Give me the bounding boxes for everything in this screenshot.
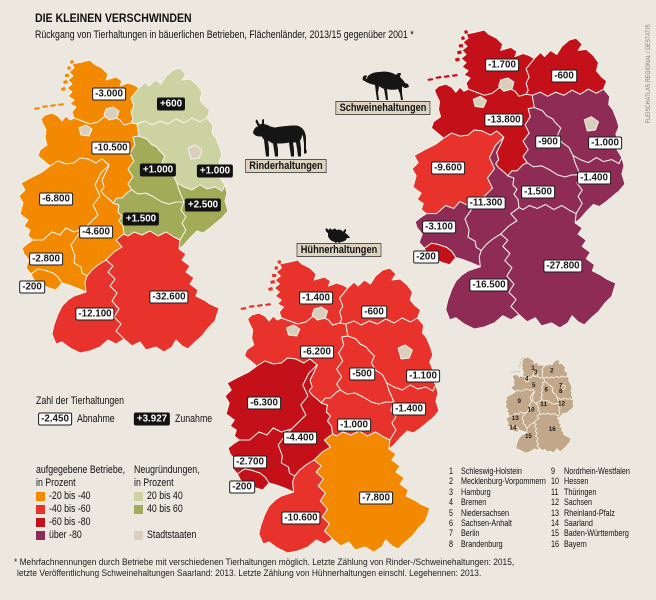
svg-text:14: 14	[509, 425, 516, 432]
svg-text:2: 2	[550, 368, 554, 375]
svg-text:16: 16	[549, 426, 556, 433]
svg-text:15: 15	[525, 433, 532, 440]
svg-text:7: 7	[559, 382, 563, 389]
svg-text:5: 5	[532, 382, 536, 389]
svg-text:3: 3	[534, 369, 538, 376]
svg-text:9: 9	[517, 398, 521, 405]
svg-text:11: 11	[540, 401, 547, 408]
svg-text:1: 1	[531, 365, 535, 372]
svg-text:4: 4	[525, 375, 529, 382]
svg-text:6: 6	[545, 387, 549, 394]
svg-text:10: 10	[528, 406, 535, 413]
svg-text:13: 13	[512, 415, 519, 422]
svg-text:12: 12	[558, 401, 565, 408]
svg-text:8: 8	[559, 388, 563, 395]
